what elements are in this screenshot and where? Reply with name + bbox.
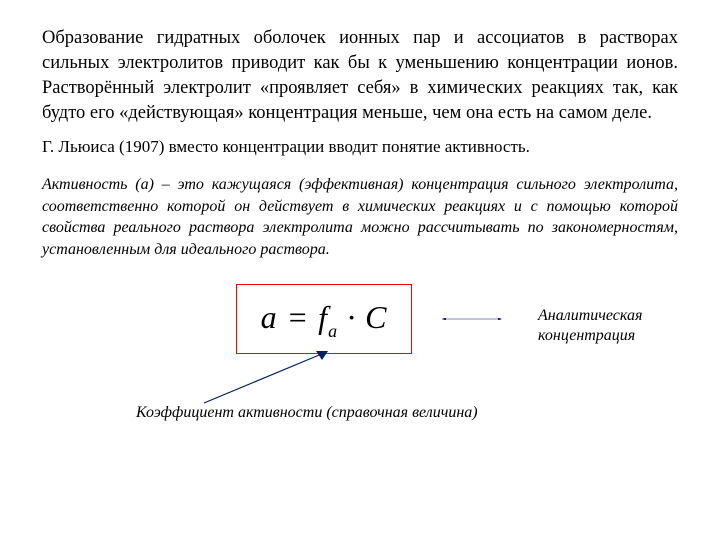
intro-paragraph: Образование гидратных оболочек ионных па…: [42, 26, 678, 126]
formula-area: a = fa · C Аналитическая концентрация Ко…: [42, 278, 678, 428]
formula-f: f: [318, 299, 328, 335]
formula-sub: a: [328, 321, 338, 341]
def-prefix: Активность (: [42, 176, 141, 193]
formula-dot: ·: [338, 299, 365, 335]
label-analytic-line1: Аналитическая: [538, 307, 642, 324]
lewis-paragraph: Г. Льюиса (1907) вместо концентрации вво…: [42, 136, 678, 158]
label-analytic: Аналитическая концентрация: [538, 306, 642, 346]
def-variable: а: [141, 176, 149, 193]
formula-lhs: a: [261, 299, 278, 335]
arrow-to-C-icon: [412, 318, 532, 320]
formula-expression: a = fa · C: [261, 299, 388, 340]
formula-box: a = fa · C: [236, 284, 412, 354]
definition-paragraph: Активность (а) – это кажущаяся (эффектив…: [42, 174, 678, 260]
label-coefficient: Коэффициент активности (справочная велич…: [136, 404, 478, 422]
label-analytic-line2: концентрация: [538, 327, 635, 344]
arrow-to-f-icon: [194, 348, 344, 408]
formula-eq: =: [278, 299, 319, 335]
formula-C: C: [365, 299, 387, 335]
